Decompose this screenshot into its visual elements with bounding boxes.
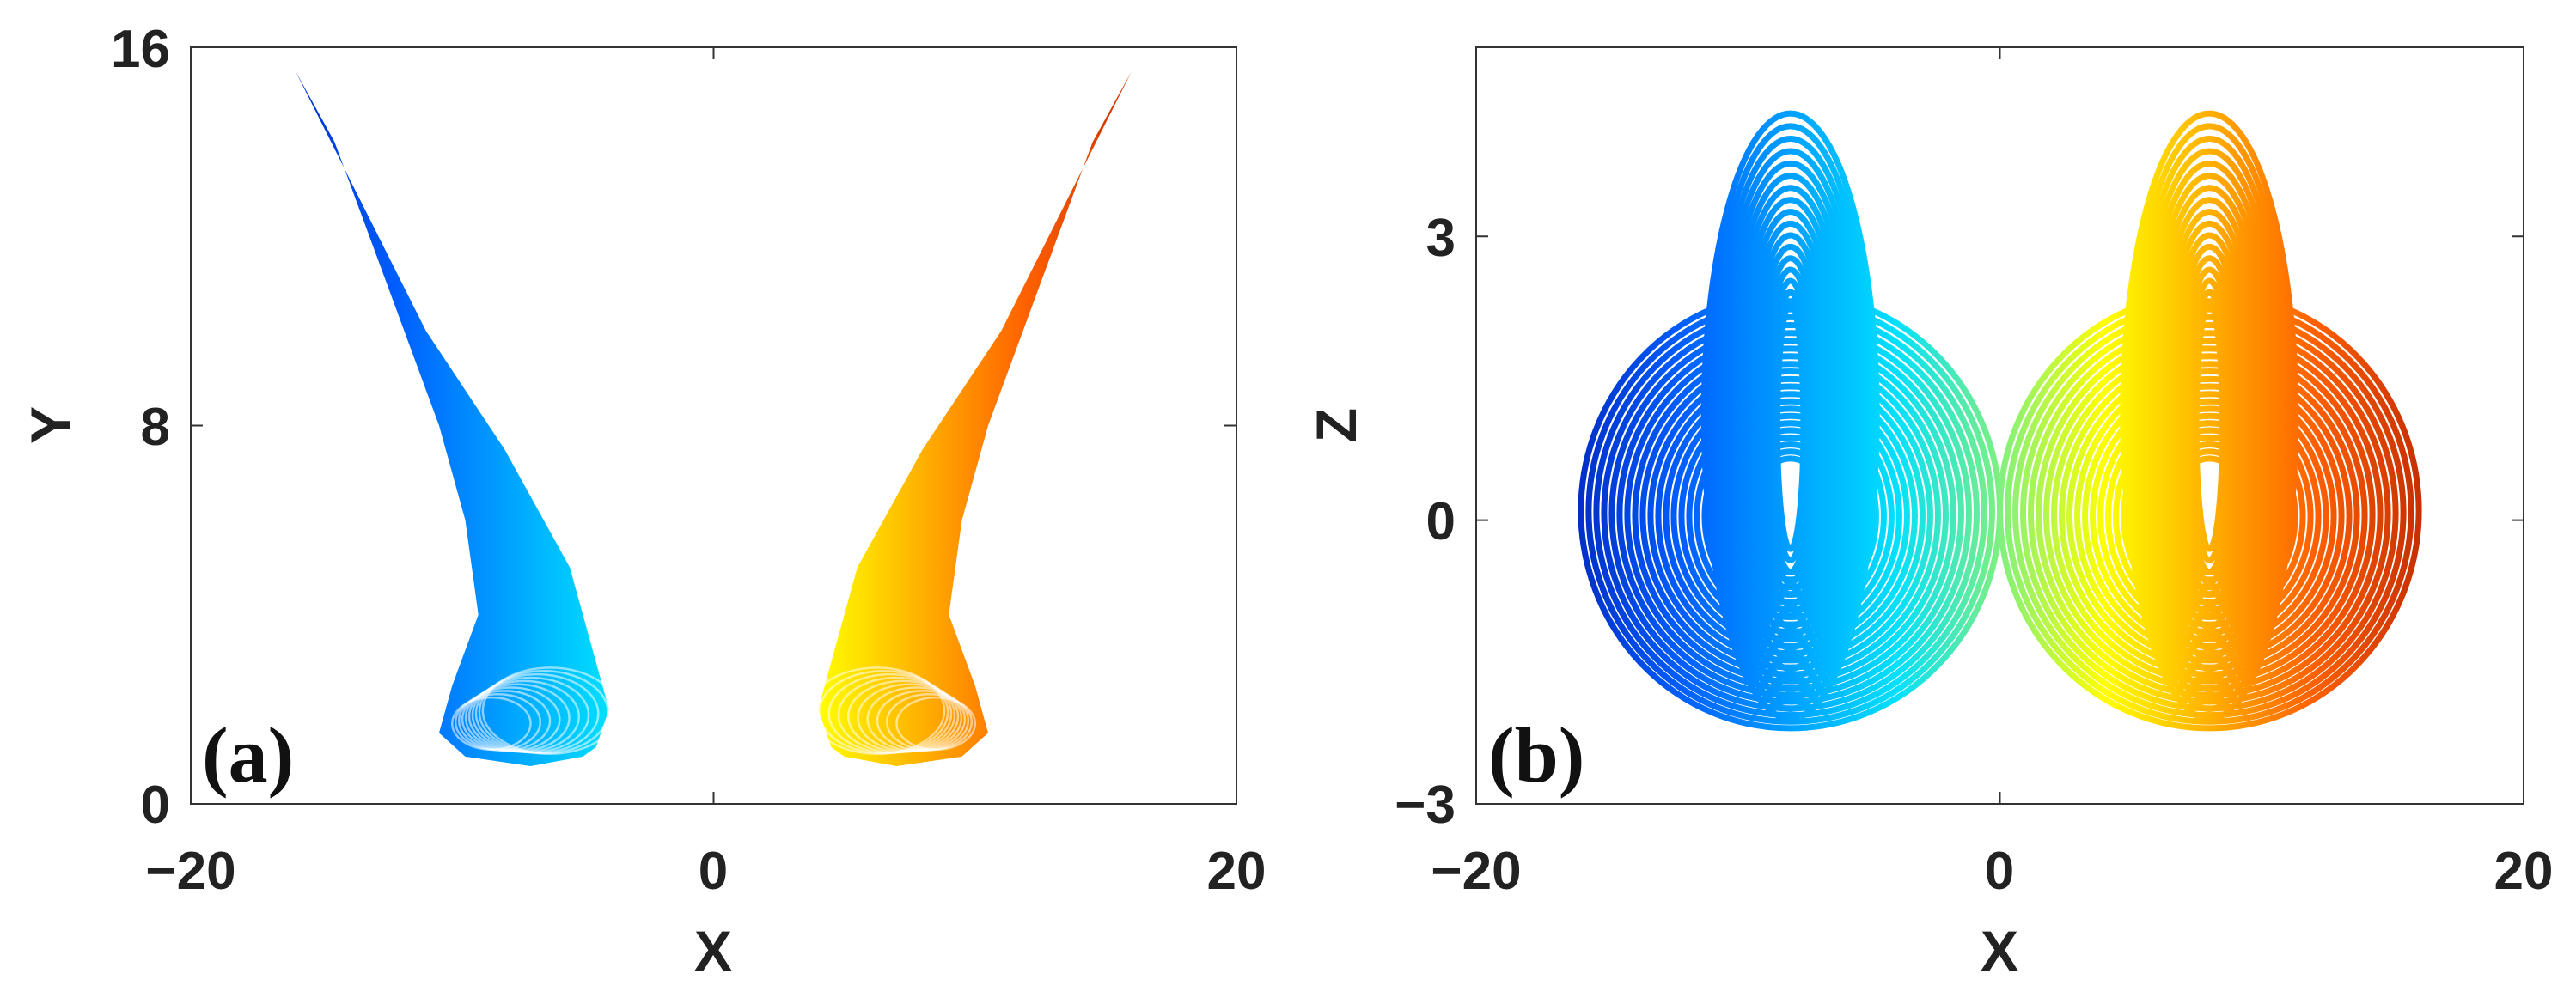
orbit-right-tall — [2188, 289, 2231, 563]
orbit-right-tall — [2179, 266, 2240, 587]
orbit-right-tall — [2147, 185, 2272, 662]
panel-a-xtick-label: 20 — [1207, 842, 1267, 901]
orbit-right-tall — [2133, 148, 2286, 692]
orbit-right-tall — [2175, 255, 2244, 598]
panel-b-xtick-label: 0 — [1985, 842, 2014, 901]
orbit-left-large — [1616, 330, 1964, 698]
orbit-right-tall — [2142, 173, 2276, 672]
orbit-right-large — [2105, 398, 2314, 636]
orbit-right-large — [2059, 353, 2360, 678]
orbit-left-tall — [1765, 277, 1816, 575]
panel-a-ytick-label: 0 — [141, 776, 170, 835]
orbit-left-tall — [1718, 160, 1862, 683]
orbit-left-tall — [1710, 136, 1871, 703]
orbit-left-large — [1639, 353, 1941, 678]
panel-a-xtick-label: 0 — [699, 842, 728, 901]
orbit-left-tall — [1773, 300, 1807, 552]
orbit-left-tall — [1728, 185, 1853, 662]
orbit-left-tall — [1746, 232, 1834, 619]
orbit-right-tall — [2161, 220, 2258, 630]
panel-a-ylabel: Y — [19, 406, 82, 444]
orbit-left-large — [1686, 398, 1895, 636]
orbit-right-large — [2012, 306, 2407, 719]
orbit-left-tall — [1700, 110, 1880, 722]
orbit-right-tall — [2152, 197, 2268, 651]
orbit-right-tall — [2165, 232, 2254, 619]
orbit-right-large — [2036, 330, 2384, 698]
panel-a-axes-frame — [190, 46, 1237, 805]
orbit-left-tall — [1755, 255, 1825, 598]
panel-b-ticks — [1475, 47, 2524, 805]
panel-a-xlabel: X — [694, 919, 732, 983]
panel-a-xtick-label: −20 — [145, 842, 235, 901]
orbit-left-tall — [1705, 123, 1876, 713]
panel-a-label: (a) — [202, 711, 294, 799]
orbit-right-tall — [2138, 160, 2281, 683]
orbit-right-tall — [2193, 300, 2226, 552]
panel-a-ticks — [190, 46, 1237, 805]
orbit-right-tall — [2128, 136, 2290, 703]
panel-b-plot-area — [1578, 110, 2422, 732]
orbit-left-large — [1593, 306, 1987, 719]
panel-b-xlabel: X — [1981, 919, 2018, 983]
panel-b-ytick-label: −3 — [1395, 776, 1456, 835]
orbit-left-tall — [1742, 220, 1839, 630]
orbit-right-tall — [2124, 123, 2295, 713]
loop-left — [481, 666, 620, 755]
wing-right — [818, 70, 1132, 766]
panel-a-ytick-label: 8 — [141, 398, 170, 457]
loop-right — [808, 666, 946, 755]
orbit-left-tall — [1714, 148, 1866, 692]
orbit-left-tall — [1724, 173, 1858, 672]
orbit-left-tall — [1751, 243, 1830, 609]
wing-left — [295, 70, 609, 766]
orbit-right-large — [2082, 375, 2337, 657]
panel-a-plot-area — [295, 70, 1132, 766]
orbit-left-tall — [1732, 197, 1848, 651]
panel-a-chart: −20 0 20 0 8 16 X Y (a) — [19, 20, 1266, 983]
orbit-right-tall — [2120, 110, 2299, 722]
orbit-left-tall — [1737, 209, 1844, 641]
orbit-right-tall — [2170, 243, 2249, 609]
orbit-left-tall — [1769, 289, 1811, 563]
orbit-left-tall — [1760, 266, 1821, 587]
panel-b-label: (b) — [1488, 711, 1584, 799]
orbit-right-tall — [2183, 277, 2235, 575]
panel-b-xtick-label: −20 — [1431, 842, 1521, 901]
panel-b-ytick-label: 0 — [1426, 492, 1456, 551]
panel-b-xtick-label: 20 — [2494, 842, 2554, 901]
orbit-right-tall — [2156, 209, 2262, 641]
panel-b-ylabel: Z — [1304, 408, 1368, 442]
panel-b-ytick-label: 3 — [1426, 209, 1456, 268]
panel-b-chart: −20 0 20 −3 0 3 X Z (b) — [1304, 46, 2554, 983]
panel-a-ytick-label: 16 — [111, 20, 170, 79]
orbit-left-large — [1663, 375, 1918, 657]
